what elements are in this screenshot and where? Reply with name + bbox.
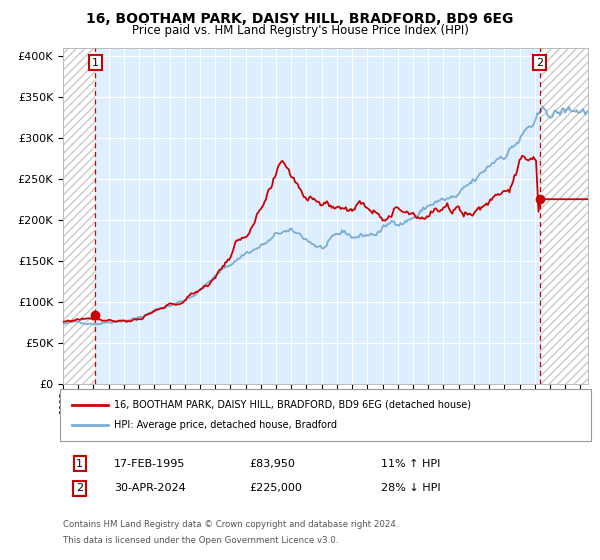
Text: £225,000: £225,000 <box>249 483 302 493</box>
Text: Contains HM Land Registry data © Crown copyright and database right 2024.: Contains HM Land Registry data © Crown c… <box>63 520 398 529</box>
Bar <box>540 48 588 384</box>
Text: Price paid vs. HM Land Registry's House Price Index (HPI): Price paid vs. HM Land Registry's House … <box>131 24 469 37</box>
Text: This data is licensed under the Open Government Licence v3.0.: This data is licensed under the Open Gov… <box>63 536 338 545</box>
Text: 16, BOOTHAM PARK, DAISY HILL, BRADFORD, BD9 6EG: 16, BOOTHAM PARK, DAISY HILL, BRADFORD, … <box>86 12 514 26</box>
Bar <box>63 48 95 384</box>
Text: 30-APR-2024: 30-APR-2024 <box>114 483 186 493</box>
Text: 1: 1 <box>76 459 83 469</box>
Text: 17-FEB-1995: 17-FEB-1995 <box>114 459 185 469</box>
Text: 2: 2 <box>76 483 83 493</box>
Text: 2: 2 <box>536 58 544 68</box>
Text: 16, BOOTHAM PARK, DAISY HILL, BRADFORD, BD9 6EG (detached house): 16, BOOTHAM PARK, DAISY HILL, BRADFORD, … <box>114 400 471 410</box>
Text: HPI: Average price, detached house, Bradford: HPI: Average price, detached house, Brad… <box>114 420 337 430</box>
Text: £83,950: £83,950 <box>249 459 295 469</box>
Bar <box>540 48 588 384</box>
Bar <box>63 48 95 384</box>
Text: 28% ↓ HPI: 28% ↓ HPI <box>381 483 440 493</box>
Text: 11% ↑ HPI: 11% ↑ HPI <box>381 459 440 469</box>
Text: 1: 1 <box>92 58 99 68</box>
